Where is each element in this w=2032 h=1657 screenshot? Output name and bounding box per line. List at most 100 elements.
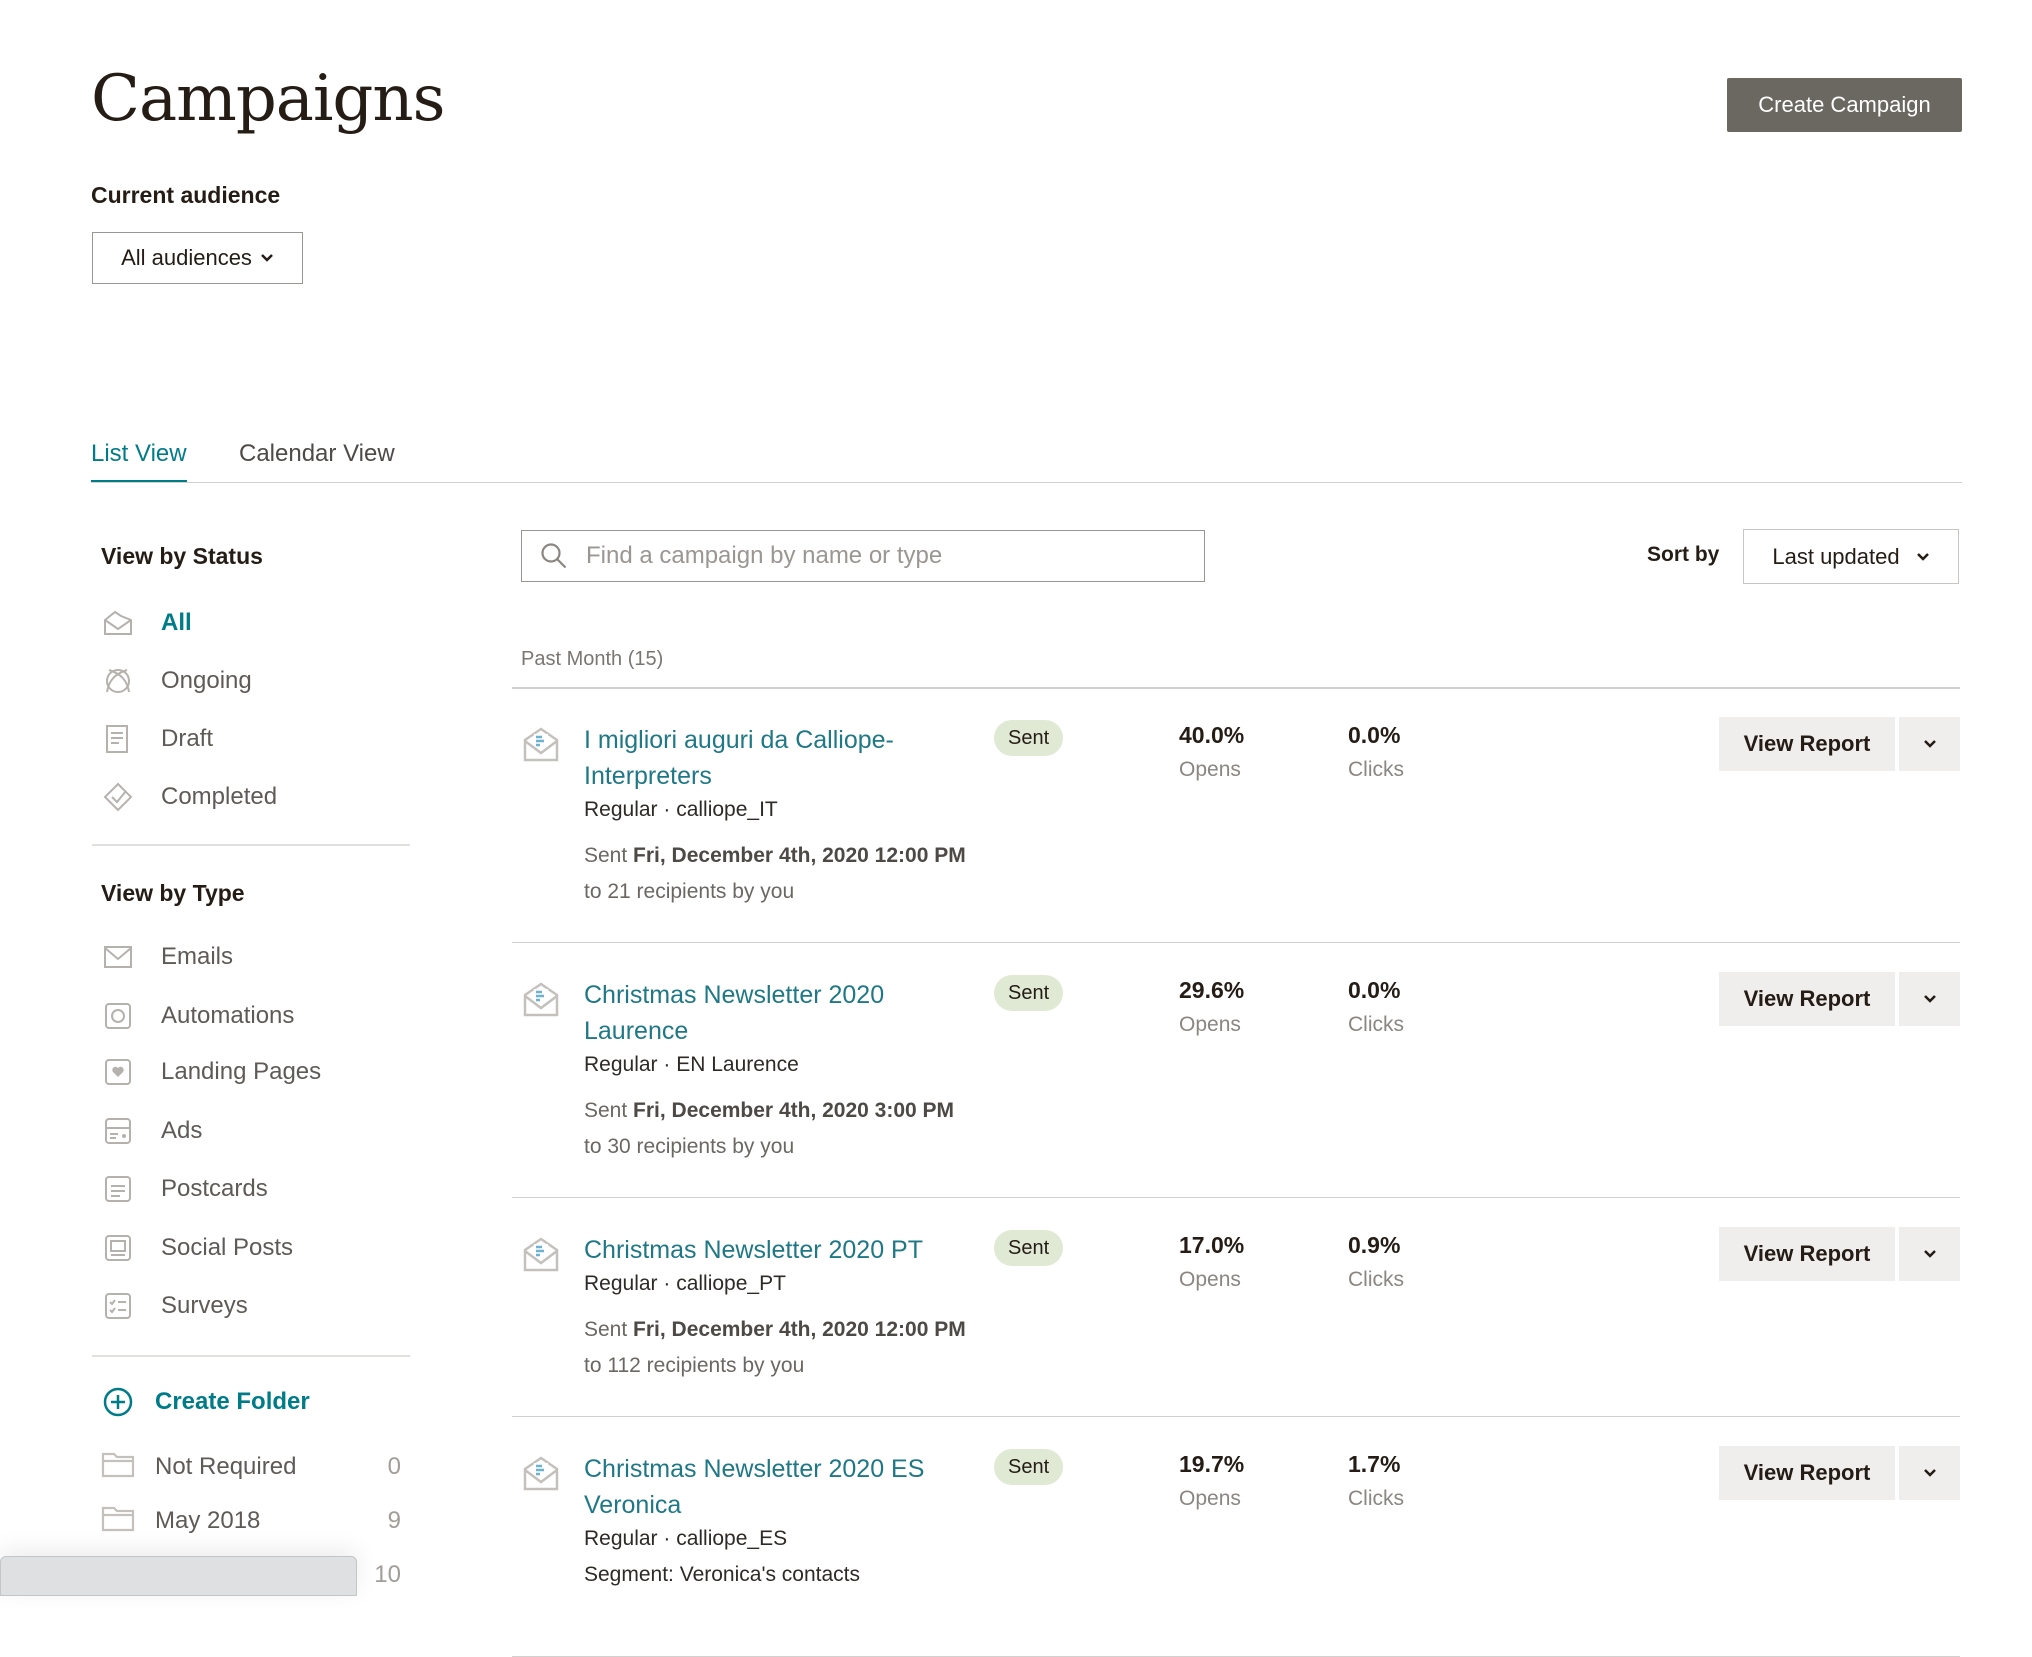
sent-date: Fri, December 4th, 2020 12:00 PM <box>633 844 966 867</box>
create-folder-button[interactable]: Create Folder <box>101 1384 310 1420</box>
opens-value: 17.0% <box>1179 1232 1245 1258</box>
email-campaign-icon <box>522 1236 560 1279</box>
automation-icon <box>101 999 135 1033</box>
view-report-button[interactable]: View Report <box>1719 1446 1895 1500</box>
campaign-name-link[interactable]: I migliori auguri da Calliope-Interprete… <box>584 726 894 790</box>
chevron-down-icon <box>1916 552 1929 561</box>
campaign-name-link[interactable]: Christmas Newsletter 2020 Laurence <box>584 981 885 1045</box>
campaign-type-audience: Regular · calliope_IT <box>584 798 778 821</box>
folder-icon <box>101 1450 135 1485</box>
folder-item[interactable]: May 2018 9 <box>101 1503 401 1539</box>
opens-value: 19.7% <box>1179 1451 1245 1477</box>
group-heading: Past Month (15) <box>521 648 664 670</box>
sidebar-item-type-landing-pages[interactable]: Landing Pages <box>101 1054 321 1090</box>
view-by-type-heading: View by Type <box>101 880 245 906</box>
search-input[interactable] <box>586 542 1186 570</box>
sidebar-item-label: Draft <box>161 725 214 752</box>
campaign-type-audience: Regular · calliope_ES <box>584 1527 788 1550</box>
sidebar-item-type-surveys[interactable]: Surveys <box>101 1288 248 1324</box>
sent-prefix: Sent <box>584 1099 628 1122</box>
folder-count: 0 <box>387 1453 401 1480</box>
view-by-status-heading: View by Status <box>101 543 263 569</box>
campaign-type-audience: Regular · calliope_PT <box>584 1272 786 1295</box>
chevron-down-icon <box>261 254 273 262</box>
view-report-button[interactable]: View Report <box>1719 717 1895 771</box>
sent-date: Fri, December 4th, 2020 3:00 PM <box>633 1099 955 1122</box>
opens-label: Opens <box>1179 1268 1241 1291</box>
folder-label: Not Required <box>155 1453 297 1480</box>
sidebar-item-label: Emails <box>161 943 234 970</box>
sidebar-item-label: Ongoing <box>161 667 252 694</box>
survey-icon <box>101 1289 135 1323</box>
email-campaign-icon <box>522 726 560 769</box>
sidebar-item-type-ads[interactable]: Ads <box>101 1113 202 1149</box>
sort-by-label: Sort by <box>1647 543 1720 566</box>
more-actions-button[interactable] <box>1899 1446 1960 1500</box>
all-campaigns-icon <box>101 606 135 640</box>
clicks-label: Clicks <box>1348 1487 1404 1510</box>
more-actions-button[interactable] <box>1899 717 1960 771</box>
campaign-row: I migliori auguri da Calliope-Interprete… <box>512 688 1960 943</box>
sidebar-item-type-social-posts[interactable]: Social Posts <box>101 1230 293 1266</box>
sidebar-item-label: Ads <box>161 1117 203 1144</box>
campaign-segment: Segment: Veronica's contacts <box>584 1563 860 1586</box>
email-campaign-icon <box>522 1455 560 1498</box>
group-divider <box>512 687 1960 689</box>
tab-list-view[interactable]: List View <box>91 440 187 483</box>
status-badge: Sent <box>994 720 1064 756</box>
sent-prefix: Sent <box>584 844 628 867</box>
clicks-label: Clicks <box>1348 1268 1404 1291</box>
chevron-down-icon <box>1923 740 1936 748</box>
clicks-value: 0.0% <box>1348 977 1401 1003</box>
campaign-recipients: to 112 recipients by you <box>584 1354 805 1377</box>
campaign-type-audience: Regular · EN Laurence <box>584 1053 799 1076</box>
campaign-row: Christmas Newsletter 2020 ES Veronica Re… <box>512 1417 1960 1657</box>
email-campaign-icon <box>522 981 560 1024</box>
sidebar-divider <box>92 1355 410 1357</box>
campaign-name-link[interactable]: Christmas Newsletter 2020 ES Veronica <box>584 1455 925 1519</box>
sent-prefix: Sent <box>584 1318 628 1341</box>
draft-icon <box>101 722 135 756</box>
opens-label: Opens <box>1179 758 1241 781</box>
sidebar-item-type-postcards[interactable]: Postcards <box>101 1171 268 1207</box>
sidebar-item-label: Completed <box>161 783 278 810</box>
sidebar-item-type-emails[interactable]: Emails <box>101 939 233 975</box>
sidebar-item-label: Surveys <box>161 1292 248 1319</box>
page-title: Campaigns <box>91 62 445 136</box>
chevron-down-icon <box>1923 995 1936 1003</box>
sort-value: Last updated <box>1772 543 1900 569</box>
view-report-button[interactable]: View Report <box>1719 972 1895 1026</box>
tab-divider <box>91 482 1962 483</box>
plus-circle-icon <box>101 1385 135 1419</box>
folder-label: May 2018 <box>155 1507 261 1534</box>
clicks-label: Clicks <box>1348 1013 1404 1036</box>
sidebar-item-status-draft[interactable]: Draft <box>101 721 213 757</box>
sidebar-item-status-all[interactable]: All <box>101 605 192 641</box>
sidebar-item-label: All <box>161 609 192 636</box>
campaign-name-link[interactable]: Christmas Newsletter 2020 PT <box>584 1236 924 1264</box>
sidebar-item-status-ongoing[interactable]: Ongoing <box>101 663 252 699</box>
more-actions-button[interactable] <box>1899 1227 1960 1281</box>
sort-select[interactable]: Last updated <box>1743 529 1959 584</box>
sidebar-item-label: Social Posts <box>161 1234 294 1261</box>
audience-dropdown[interactable]: All audiences <box>92 232 303 284</box>
create-campaign-button[interactable]: Create Campaign <box>1727 78 1962 132</box>
audience-label: Current audience <box>91 182 281 208</box>
sidebar-item-type-automations[interactable]: Automations <box>101 998 294 1034</box>
campaign-recipients: to 30 recipients by you <box>584 1135 795 1158</box>
search-field[interactable] <box>521 530 1205 582</box>
folder-count: 9 <box>387 1507 401 1534</box>
sidebar-item-status-completed[interactable]: Completed <box>101 779 277 815</box>
tab-calendar-view[interactable]: Calendar View <box>239 440 395 467</box>
social-post-icon <box>101 1231 135 1265</box>
email-icon <box>101 940 135 974</box>
sidebar-item-label: Postcards <box>161 1175 268 1202</box>
view-report-button[interactable]: View Report <box>1719 1227 1895 1281</box>
opens-value: 40.0% <box>1179 722 1245 748</box>
more-actions-button[interactable] <box>1899 972 1960 1026</box>
folder-count: 10 <box>374 1561 401 1588</box>
status-badge: Sent <box>994 975 1064 1011</box>
clicks-label: Clicks <box>1348 758 1404 781</box>
folder-item[interactable]: Not Required 0 <box>101 1449 401 1485</box>
clicks-value: 1.7% <box>1348 1451 1401 1477</box>
